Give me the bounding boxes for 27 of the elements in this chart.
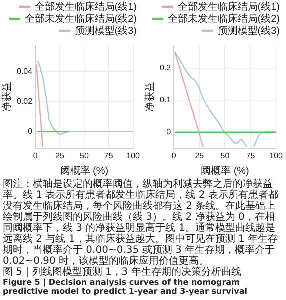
legend-label: 全部未发生临床结局(线2) — [168, 12, 280, 25]
y-tick-label: 0.2 — [160, 64, 172, 73]
x-axis-title: 阈概率 (%) — [60, 164, 109, 177]
legend-label: 全部发生临床结局(线1) — [178, 0, 280, 13]
legend-label: 预测模型(线3) — [218, 24, 280, 37]
x-tick-label: 25 — [195, 151, 205, 160]
y-tick-label: 0.02 — [16, 96, 34, 106]
legend-label: 全部未发生临床结局(线2) — [24, 12, 138, 25]
y-tick-label: 0.04 — [16, 66, 34, 76]
y-tick-label: 0 — [166, 128, 172, 137]
x-tick-label: 50 — [220, 151, 230, 160]
caption: Figure 5 | Decision analysis curves of the nomogram predictive model to predict 1-year and 3-year survival — [3, 278, 248, 296]
x-tick-label: 75 — [104, 151, 114, 160]
x-tick-label: 100 — [270, 151, 284, 160]
y-axis-title: 净获益 — [0, 82, 13, 112]
x-axis-title: 阈概率 (%) — [201, 164, 250, 177]
x-tick-label: 25 — [56, 151, 66, 160]
y-tick-label: 0 — [28, 127, 34, 136]
caption: 图 5 | 列线图模型预测 1，3 年生存期的决策分析曲线 — [3, 267, 242, 278]
x-tick-label: 75 — [246, 151, 256, 160]
y-tick-label: 0.1 — [160, 96, 172, 105]
legend-label: 预测模型(线3) — [74, 24, 138, 37]
text: 图注：横轴是设定的概率阈值，纵轴为利减去弊之后的净获益率。线 1 表示所有患者都发生临床结局，线 2 表示所有患者都没有发生临床结局，每个风险曲线都有这 2 条线。在此基础上绘制属于列线图的风险曲线（线 3）。线 2 净获益为 0，在相同阈概率下，线 3 的净获益明显高于线 1。通常模型曲线越是远离线 2 与线 1，其临床获益越大。图中可见在预测 1 年生存期时，当概率介于 0.00~0.35 或预测 3 年生存期，概率介于 0.02~0.90 时，该模型的临床应用价值更高。 — [3, 179, 280, 267]
legend-label: 全部发生临床结局(线1) — [34, 0, 138, 13]
x-tick-label: 100 — [126, 151, 141, 160]
y-axis-title: 净获益 — [144, 82, 156, 112]
x-tick-label: 50 — [80, 151, 90, 160]
